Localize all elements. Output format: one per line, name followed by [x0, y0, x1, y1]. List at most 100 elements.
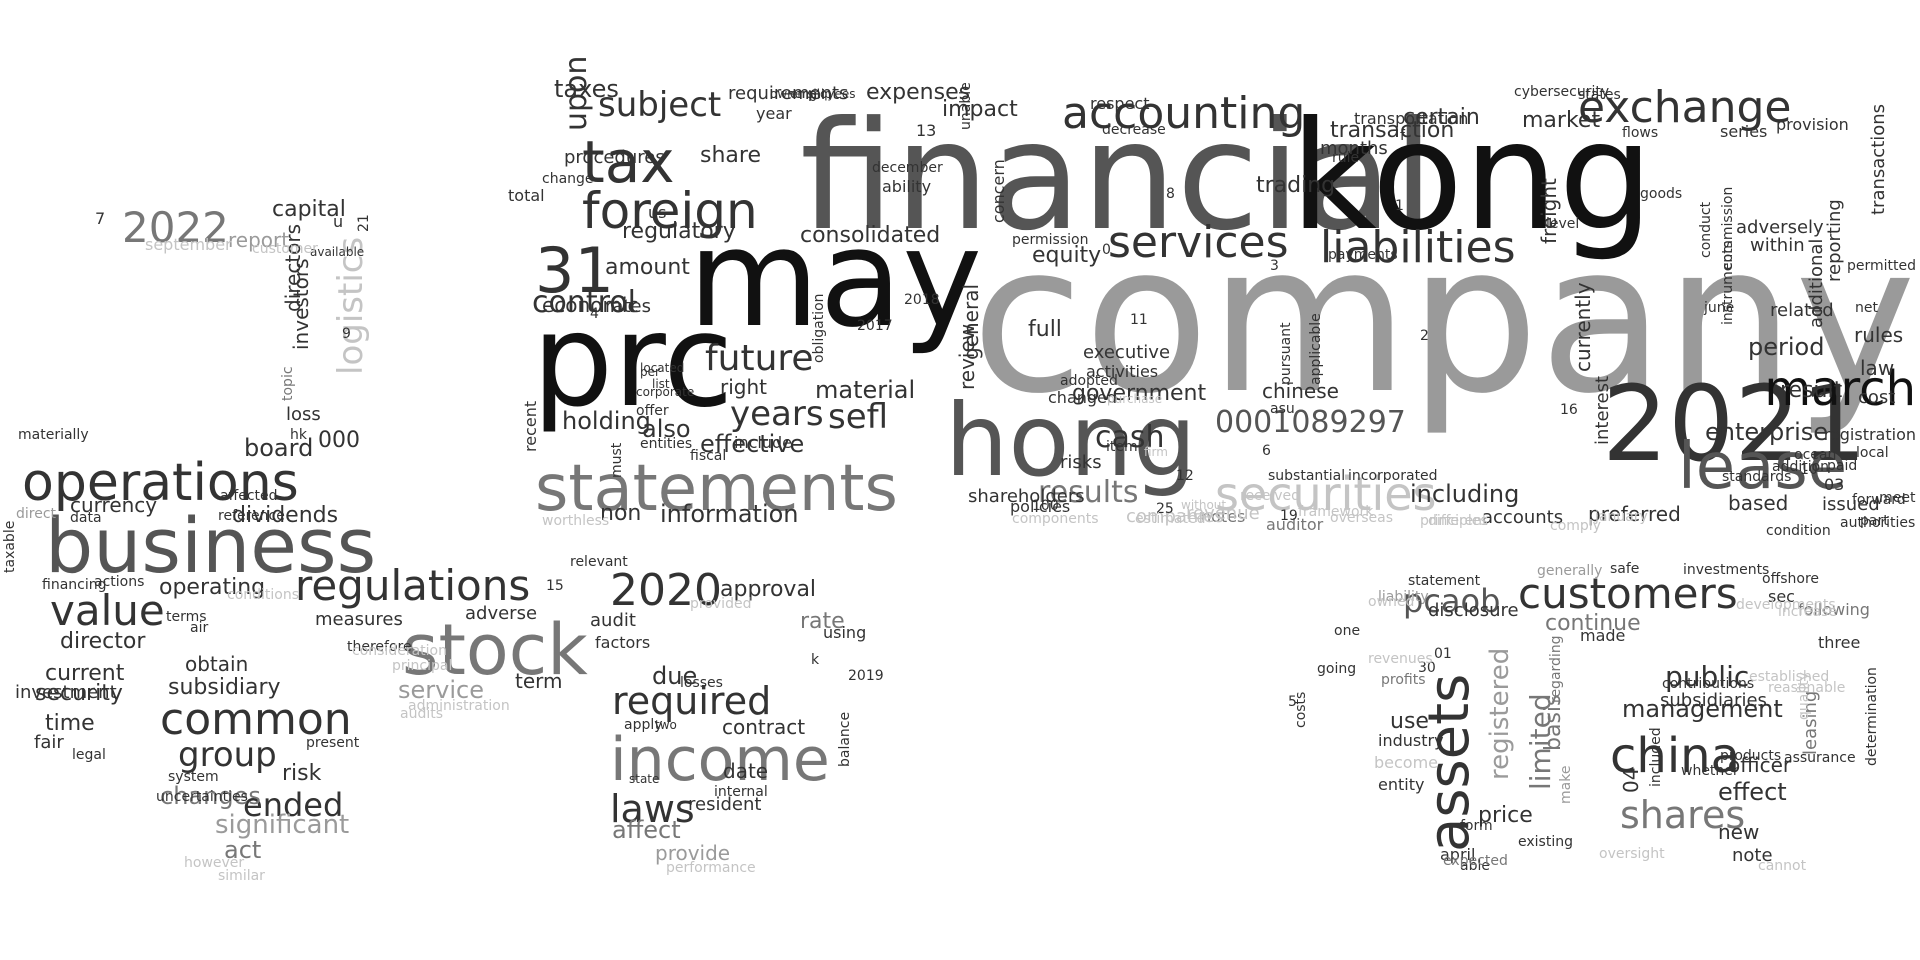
cloud-word: information	[660, 500, 799, 528]
cloud-word: net	[1855, 300, 1878, 316]
cloud-word: preferred	[1588, 502, 1681, 526]
cloud-word: using	[823, 623, 866, 642]
cloud-word: trading	[1256, 173, 1335, 198]
cloud-word: developments	[1736, 597, 1836, 613]
cloud-word: make	[1558, 766, 1574, 804]
cloud-word: equity	[1032, 243, 1101, 268]
cloud-word: result	[1780, 378, 1843, 403]
cloud-word: 16	[1560, 402, 1578, 418]
cloud-word: 6	[1262, 443, 1271, 459]
cloud-word: principles	[1420, 513, 1488, 529]
cloud-word: k	[811, 652, 820, 668]
cloud-word: registered	[1485, 648, 1515, 780]
cloud-word: available	[310, 245, 364, 259]
cloud-word: quality	[1796, 672, 1812, 720]
cloud-word: enterprise	[1705, 418, 1828, 446]
cloud-word: cash	[1095, 420, 1165, 455]
cloud-word: government	[1072, 381, 1206, 406]
cloud-word: interest	[1592, 376, 1613, 445]
cloud-word: risk	[282, 761, 322, 786]
cloud-word: management	[1622, 695, 1783, 723]
cloud-word: use	[1390, 709, 1429, 734]
cloud-word: one	[1334, 623, 1360, 639]
cloud-word: adopted	[1060, 373, 1118, 389]
cloud-word: operations	[22, 453, 299, 513]
cloud-word: fair	[34, 732, 64, 753]
cloud-word: similar	[218, 868, 265, 884]
cloud-word: limited	[1524, 693, 1557, 790]
cloud-word: increase	[1778, 604, 1837, 620]
cloud-word: without	[1181, 498, 1226, 512]
cloud-word: overseas	[1330, 510, 1393, 526]
cloud-word: 30	[1418, 660, 1436, 676]
cloud-word: 2018	[904, 292, 940, 308]
cloud-word: provide	[655, 841, 730, 865]
cloud-word: tax	[582, 128, 675, 196]
cloud-word: costs	[1293, 692, 1309, 728]
cloud-word: present	[306, 735, 360, 751]
cloud-word: 2019	[848, 668, 884, 684]
cloud-word: made	[1580, 626, 1625, 645]
cloud-word: 9	[342, 326, 351, 342]
cloud-word: item	[1106, 439, 1138, 455]
cloud-word: requirements	[728, 83, 848, 104]
cloud-word: determination	[1864, 667, 1880, 766]
cloud-word: however	[184, 855, 244, 871]
cloud-word: balance	[837, 712, 853, 767]
cloud-word: lease	[1678, 430, 1847, 504]
cloud-word: also	[642, 415, 691, 443]
cloud-word: exchange	[1578, 82, 1792, 133]
cloud-word: become	[1374, 753, 1438, 772]
cloud-word: china	[1610, 728, 1740, 784]
cloud-word: 19	[1280, 508, 1298, 524]
cloud-word: required	[612, 679, 771, 723]
cloud-word: revenues	[1368, 651, 1433, 667]
cloud-word: rules	[1854, 323, 1903, 347]
cloud-word: economic	[542, 293, 638, 317]
cloud-word: effect	[1718, 778, 1787, 806]
cloud-word: purchase	[1107, 392, 1162, 406]
cloud-word: new	[1718, 820, 1759, 844]
cloud-word: form	[1460, 818, 1493, 834]
cloud-word: review	[955, 324, 979, 390]
cloud-word: framework	[1298, 504, 1374, 520]
cloud-word: 2	[1420, 328, 1429, 344]
cloud-word: liabilities	[1320, 222, 1516, 273]
cloud-word: conditions	[227, 587, 299, 603]
cloud-word: approval	[720, 577, 816, 602]
cloud-word: customer	[252, 241, 318, 257]
cloud-word: results	[1038, 475, 1139, 510]
cloud-word: regulations	[295, 561, 530, 610]
cloud-word: control	[532, 285, 636, 320]
cloud-word: commission	[1720, 187, 1736, 270]
cloud-word: securities	[1215, 467, 1437, 521]
cloud-word: share	[700, 143, 761, 168]
cloud-word: authorities	[1840, 515, 1915, 531]
cloud-word: adversely	[1736, 217, 1824, 238]
cloud-word: ability	[882, 177, 931, 196]
cloud-word: expected	[1443, 853, 1508, 869]
cloud-word: pcaob	[1403, 582, 1500, 620]
cloud-word: 25	[1156, 501, 1174, 517]
cloud-word: industry	[1378, 731, 1444, 750]
cloud-word: located	[640, 361, 684, 375]
cloud-word: local	[1856, 445, 1889, 461]
cloud-word: forward	[1852, 492, 1906, 508]
cloud-word: condition	[1766, 523, 1831, 539]
cloud-word: standards	[1722, 469, 1791, 485]
cloud-word: employees	[790, 87, 855, 101]
cloud-word: 11	[1130, 312, 1148, 328]
cloud-word: permission	[1012, 232, 1088, 248]
cloud-word: report	[228, 228, 289, 252]
cloud-word: consideration	[352, 643, 447, 659]
cloud-word: regulatory	[622, 219, 736, 244]
cloud-word: applicable	[1308, 313, 1324, 385]
cloud-word: comply	[1550, 518, 1601, 534]
cloud-word: director	[60, 629, 146, 654]
cloud-word: market	[1522, 108, 1600, 133]
cloud-word: act	[224, 836, 261, 864]
cloud-word: statement	[1408, 573, 1481, 589]
cloud-word: stock	[402, 609, 588, 691]
cloud-word: current	[45, 661, 125, 686]
